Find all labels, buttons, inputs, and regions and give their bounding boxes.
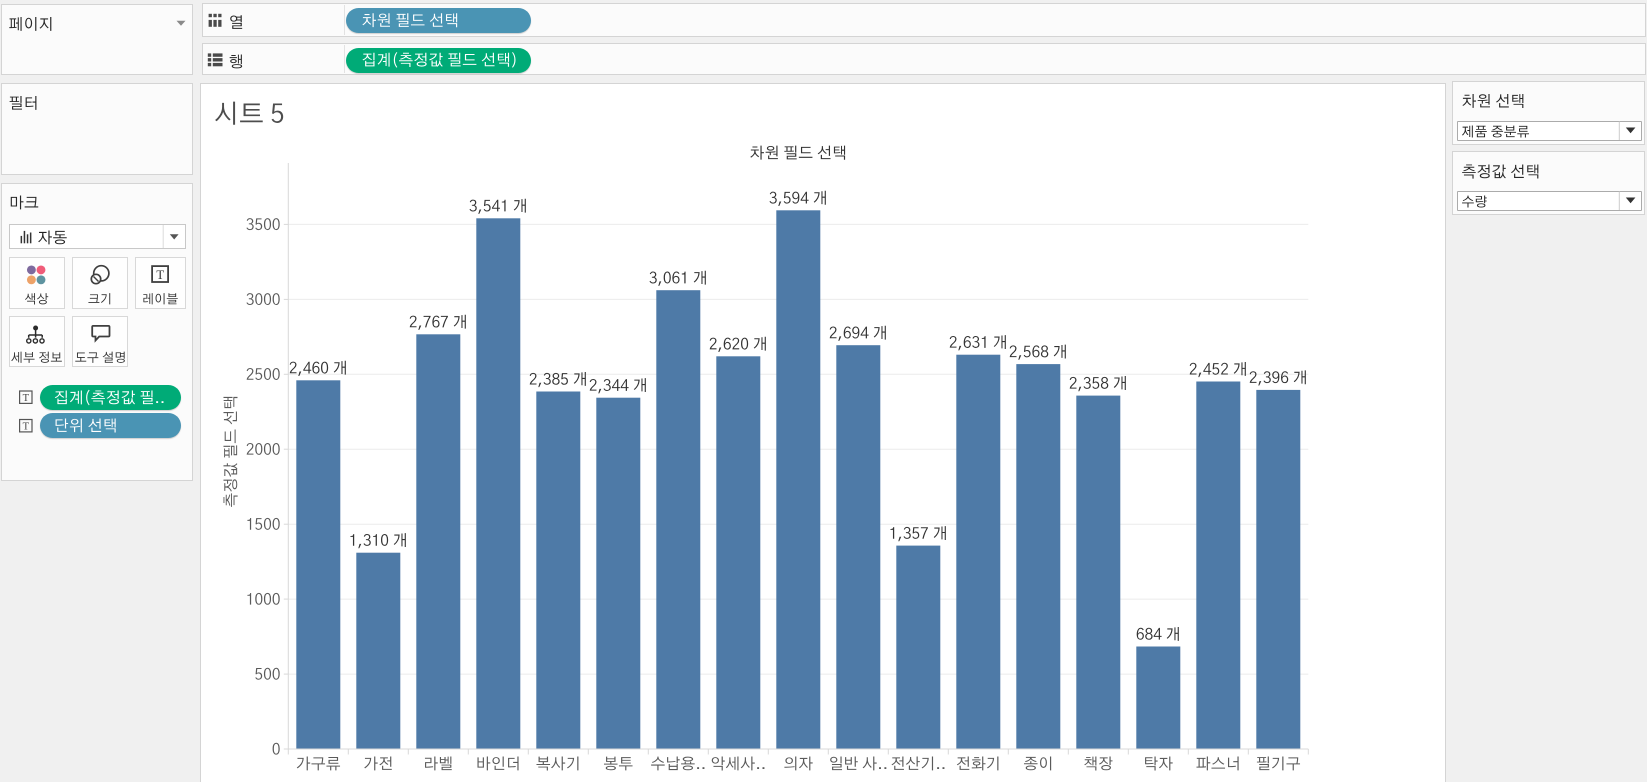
svg-text:T: T	[23, 422, 30, 433]
svg-text:T: T	[23, 393, 30, 404]
svg-text:T: T	[156, 268, 164, 282]
